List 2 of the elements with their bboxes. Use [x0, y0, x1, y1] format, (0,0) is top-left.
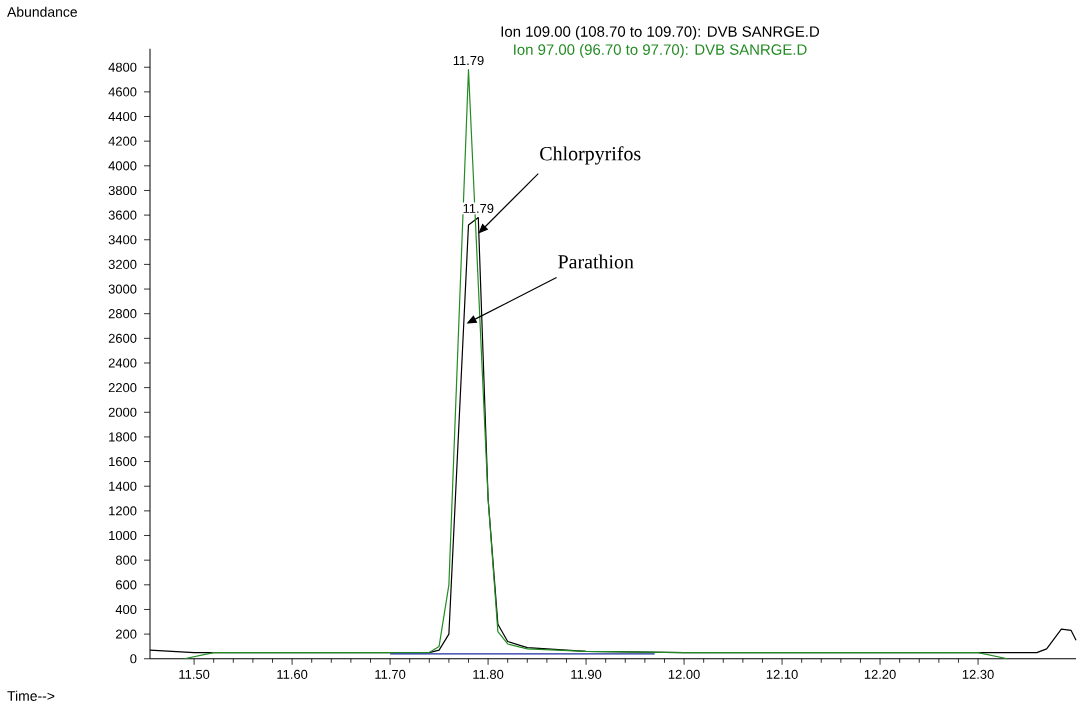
annotation: Chlorpyrifos — [540, 146, 641, 165]
annotation: Parathion — [558, 254, 634, 269]
